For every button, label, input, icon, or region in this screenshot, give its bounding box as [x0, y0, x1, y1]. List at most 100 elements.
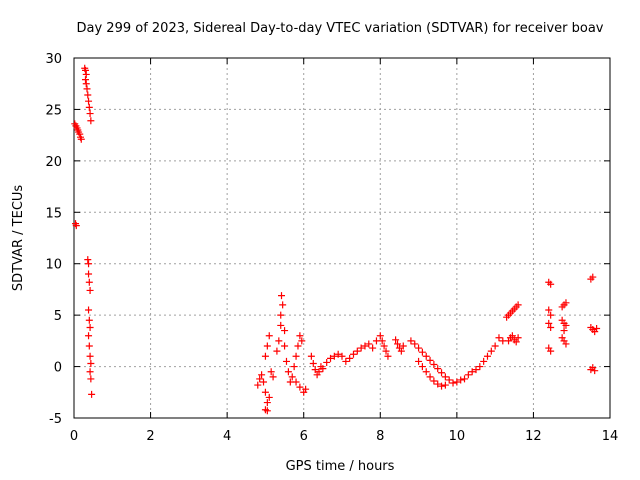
y-tick-label: 20 — [45, 155, 62, 170]
x-axis-label: GPS time / hours — [286, 459, 395, 474]
data-point — [508, 332, 516, 340]
data-point — [85, 97, 93, 105]
data-point — [415, 357, 423, 365]
data-point — [288, 373, 296, 381]
data-point — [560, 327, 568, 335]
data-point — [87, 359, 95, 367]
data-point — [86, 286, 94, 294]
data-point — [441, 381, 449, 389]
data-point — [85, 332, 93, 340]
data-point — [292, 378, 300, 386]
data-point — [85, 278, 93, 286]
data-point — [87, 375, 95, 383]
x-tick-label: 14 — [602, 429, 619, 444]
data-point — [256, 375, 264, 383]
data-point — [284, 368, 292, 376]
data-point — [397, 347, 405, 355]
data-point — [562, 321, 570, 329]
data-point — [85, 316, 93, 324]
scatter-points — [71, 64, 601, 415]
data-point — [491, 342, 499, 350]
y-tick-label: -5 — [49, 412, 62, 427]
data-point — [85, 103, 93, 111]
data-point — [86, 110, 94, 118]
data-point — [82, 70, 90, 78]
data-point — [426, 356, 434, 364]
data-point — [292, 352, 300, 360]
data-point — [83, 85, 91, 93]
data-point — [273, 347, 281, 355]
data-point — [296, 383, 304, 391]
data-point — [422, 368, 430, 376]
data-point — [254, 381, 262, 389]
data-point — [361, 342, 369, 350]
data-point — [545, 306, 553, 314]
data-point — [311, 366, 319, 374]
data-point — [453, 378, 461, 386]
data-point — [384, 352, 392, 360]
x-axis: 0 2 4 6 8 10 12 14 — [70, 58, 618, 444]
data-point — [369, 344, 377, 352]
data-point — [307, 352, 315, 360]
data-point — [514, 301, 522, 309]
data-point — [589, 273, 597, 281]
data-point — [85, 306, 93, 314]
data-point — [82, 80, 90, 88]
data-point — [378, 337, 386, 345]
data-point — [309, 359, 317, 367]
data-point — [296, 332, 304, 340]
data-point — [426, 373, 434, 381]
data-point — [407, 337, 415, 345]
data-point — [394, 340, 402, 348]
data-point — [77, 135, 85, 143]
y-axis-label: SDTVAR / TECUs — [11, 185, 26, 292]
data-point — [261, 388, 269, 396]
data-point — [323, 358, 331, 366]
data-point — [86, 368, 94, 376]
data-point — [476, 363, 484, 371]
x-tick-label: 2 — [146, 429, 154, 444]
data-point — [81, 66, 89, 74]
data-point — [380, 342, 388, 350]
x-tick-label: 12 — [525, 429, 542, 444]
y-tick-label: 25 — [45, 103, 62, 118]
y-tick-label: 0 — [54, 361, 62, 376]
x-tick-label: 4 — [223, 429, 231, 444]
data-point — [290, 363, 298, 371]
data-point — [472, 366, 480, 374]
data-point — [281, 327, 289, 335]
data-point — [468, 368, 476, 376]
data-point — [483, 352, 491, 360]
data-point — [441, 373, 449, 381]
data-point — [495, 334, 503, 342]
data-point — [514, 334, 522, 342]
data-point — [260, 378, 268, 386]
data-point — [392, 336, 400, 344]
data-point — [327, 354, 335, 362]
data-point — [411, 340, 419, 348]
data-point — [346, 354, 354, 362]
data-point — [593, 325, 601, 333]
data-point — [84, 91, 92, 99]
data-point — [315, 368, 323, 376]
data-point — [294, 342, 302, 350]
data-point — [263, 399, 271, 407]
data-point — [418, 348, 426, 356]
data-point — [282, 357, 290, 365]
data-point — [547, 280, 555, 288]
data-point — [445, 376, 453, 384]
x-tick-label: 10 — [449, 429, 466, 444]
x-tick-label: 0 — [70, 429, 78, 444]
data-point — [487, 347, 495, 355]
data-point — [464, 371, 472, 379]
data-point — [85, 260, 93, 268]
data-point — [545, 319, 553, 327]
data-point — [85, 270, 93, 278]
data-point — [281, 342, 289, 350]
data-point — [376, 332, 384, 340]
data-point — [278, 292, 286, 300]
data-point — [357, 344, 365, 352]
data-point — [457, 376, 465, 384]
plot-frame — [73, 57, 611, 419]
